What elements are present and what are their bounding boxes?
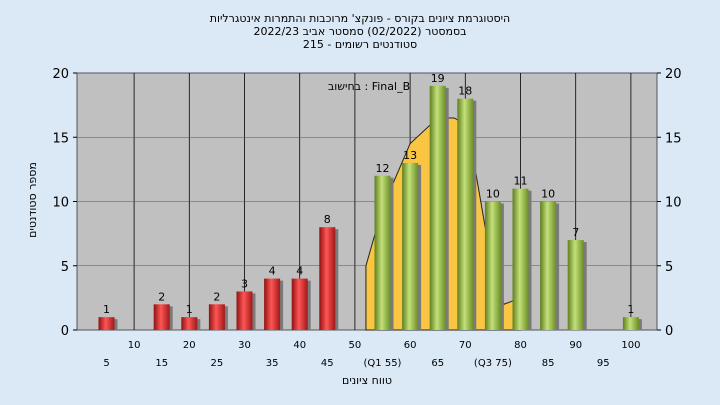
y-axis-label: מספר סטודנטים: [26, 162, 39, 238]
x-tick-label-lower: 85: [542, 358, 555, 369]
legend-text: בחישוב : Final_B: [328, 80, 410, 93]
bar-value-label: 11: [514, 175, 528, 188]
bar: [319, 227, 336, 330]
x-tick-label-lower: 95: [597, 358, 610, 369]
bar-value-label: 4: [296, 265, 303, 278]
y-tick-label-right: 20: [665, 67, 682, 82]
x-tick-label-upper: 40: [293, 340, 306, 351]
x-tick-label-upper: 30: [238, 340, 251, 351]
x-tick-label-lower: 25: [211, 358, 224, 369]
x-tick-label-lower: (Q3 75): [474, 358, 512, 369]
bar: [181, 317, 198, 330]
bar-value-label: 2: [158, 290, 165, 303]
x-tick-label-upper: 80: [514, 340, 527, 351]
bar-value-label: 7: [572, 226, 579, 239]
x-tick-label-upper: 90: [569, 340, 582, 351]
bar: [153, 304, 170, 330]
x-tick-label-upper: 50: [349, 340, 362, 351]
bar-value-label: 10: [486, 188, 500, 201]
bar-value-label: 3: [241, 277, 248, 290]
bar-value-label: 1: [186, 303, 193, 316]
bar-value-label: 19: [431, 72, 445, 85]
x-tick-label-lower: 5: [103, 358, 109, 369]
bar: [264, 278, 281, 330]
bar-value-label: 12: [376, 162, 390, 175]
x-tick-label-upper: 20: [183, 340, 196, 351]
bar: [484, 201, 501, 330]
bar-value-label: 2: [213, 290, 220, 303]
bar: [98, 317, 115, 330]
bar: [622, 317, 639, 330]
bar-value-label: 13: [403, 149, 417, 162]
bar: [236, 291, 253, 330]
y-tick-label-left: 5: [61, 260, 69, 275]
x-axis-label: טווח ציונים: [342, 374, 392, 387]
bar: [540, 201, 557, 330]
y-tick-label-right: 10: [665, 196, 682, 211]
y-tick-label-right: 15: [665, 131, 682, 146]
x-tick-label-upper: 60: [404, 340, 417, 351]
x-tick-label-lower: 15: [155, 358, 168, 369]
bar: [457, 98, 474, 330]
y-tick-label-left: 10: [52, 196, 69, 211]
bar-value-label: 10: [541, 188, 555, 201]
x-tick-label-upper: 100: [621, 340, 640, 351]
bar: [291, 278, 308, 330]
y-tick-label-left: 20: [52, 67, 69, 82]
bar-value-label: 1: [627, 303, 634, 316]
chart-title-line-3: סטודנטים רשומים - 215: [302, 38, 418, 51]
y-tick-label-left: 15: [52, 131, 69, 146]
bar: [512, 188, 529, 330]
y-tick-label-left: 0: [61, 324, 69, 339]
bar: [208, 304, 225, 330]
bar: [429, 85, 446, 330]
x-tick-label-lower: 65: [431, 358, 444, 369]
bar-value-label: 1: [103, 303, 110, 316]
bar: [567, 240, 584, 330]
x-tick-label-lower: (Q1 55): [364, 358, 402, 369]
x-tick-label-lower: 35: [266, 358, 279, 369]
y-tick-label-right: 0: [665, 324, 673, 339]
chart-title-line-2: בסמסטר (02/2022) סמסטר אביב 2022/23: [253, 25, 467, 38]
x-tick-label-upper: 70: [459, 340, 472, 351]
chart-title-line-1: היסטוגרמת ציונים בקורס - פונקצ' מרוכבות …: [209, 12, 511, 25]
bar-value-label: 8: [324, 213, 331, 226]
bar-value-label: 4: [269, 265, 276, 278]
x-tick-label-lower: 45: [321, 358, 334, 369]
bar: [374, 175, 391, 330]
bar-value-label: 18: [458, 85, 472, 98]
x-tick-label-upper: 10: [128, 340, 141, 351]
y-tick-label-right: 5: [665, 260, 673, 275]
bar: [402, 162, 419, 330]
